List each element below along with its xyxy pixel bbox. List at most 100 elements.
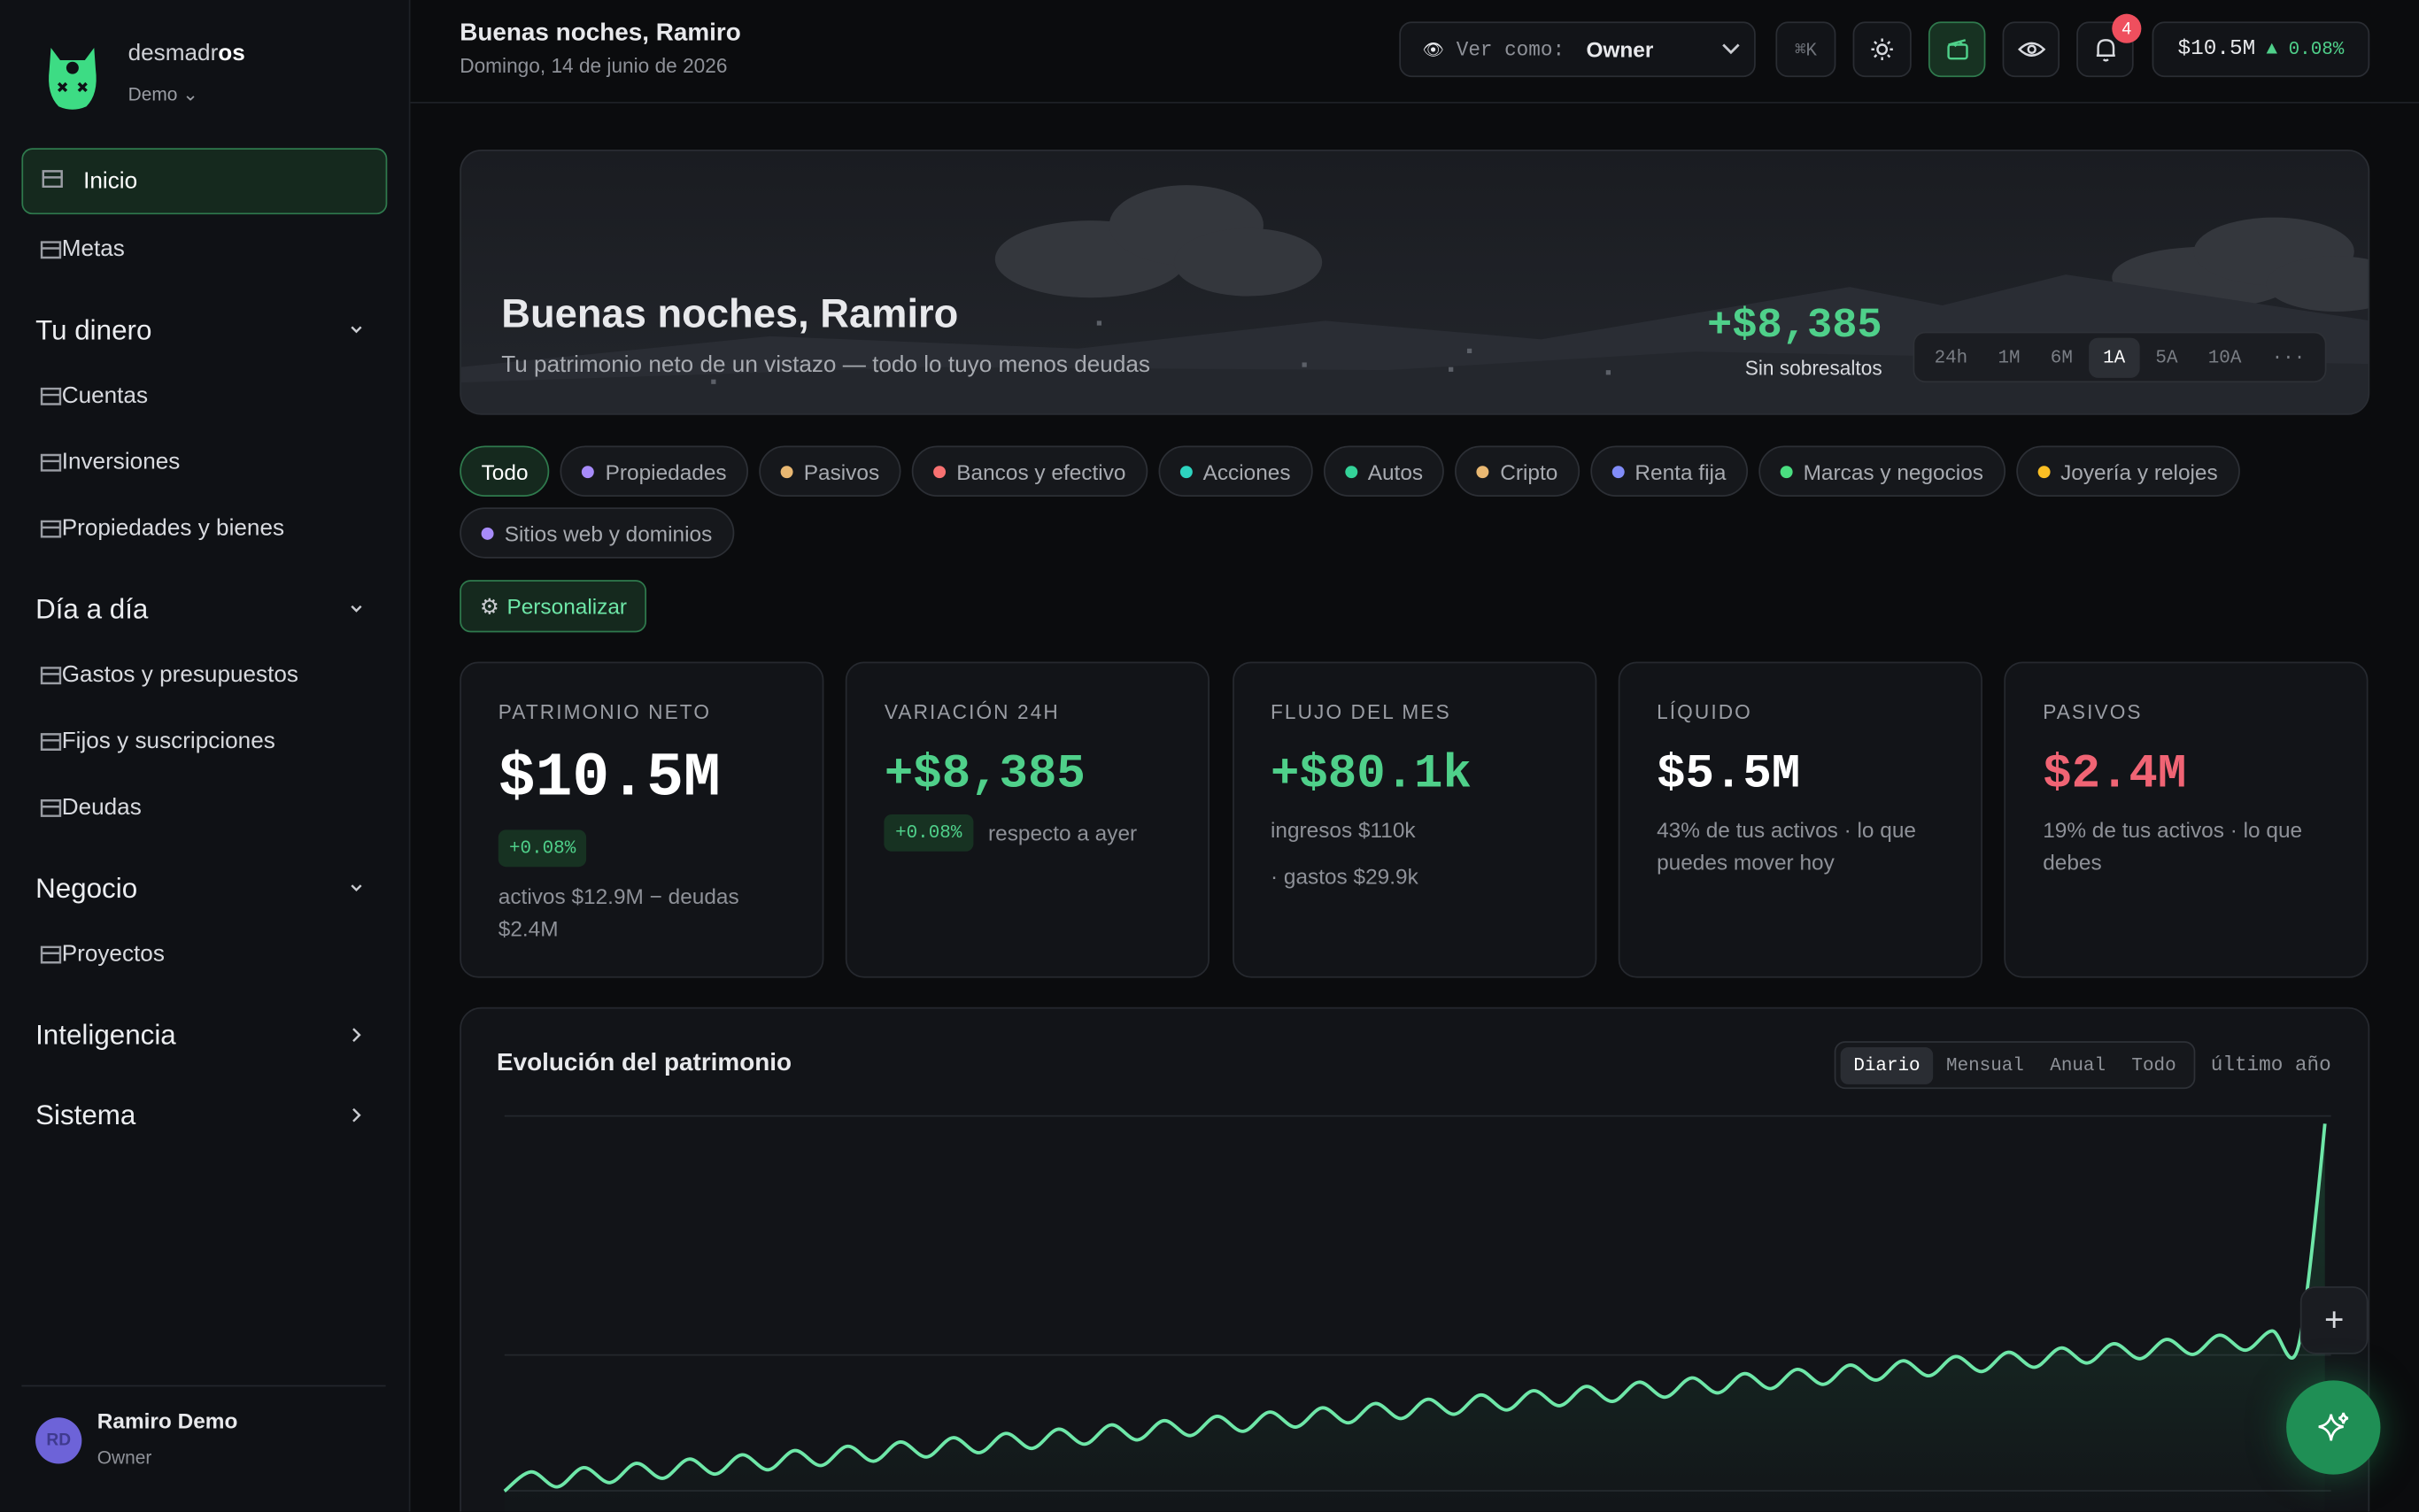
nav-icon (40, 453, 62, 472)
nav-label: Fijos y suscripciones (61, 728, 275, 755)
icon-path (40, 945, 62, 964)
stat-value: $5.5M (1657, 748, 1801, 803)
icon-path (351, 326, 362, 334)
balance-chip[interactable]: $10.5M ▲ 0.08% (2152, 21, 2370, 78)
nav-label: Metas (61, 235, 125, 263)
interval-tab[interactable]: Diario (1841, 1046, 1933, 1084)
stat-line: · gastos $29.9k (1270, 863, 1418, 889)
chart-period: último año (2210, 1053, 2331, 1077)
filter-dot (582, 465, 595, 478)
hero-status: Sin sobresaltos (1744, 356, 1882, 380)
nav-icon (40, 799, 62, 817)
icon-path (40, 799, 62, 817)
add-button[interactable]: + (2299, 1286, 2369, 1354)
range-option[interactable]: ··· (2271, 346, 2306, 368)
nav-item[interactable]: Fijos y suscripciones (0, 708, 409, 775)
range-option[interactable]: 1A (2089, 336, 2139, 378)
command-button[interactable]: ⌘K (1775, 21, 1836, 78)
filter-pill[interactable]: Renta fija (1589, 445, 1748, 498)
brand-suffix: os (218, 40, 245, 66)
nav-section[interactable]: Día a día (0, 561, 409, 642)
interval-tab[interactable]: Mensual (1946, 1053, 2024, 1076)
icon-path (40, 387, 62, 405)
chevron (352, 1107, 361, 1122)
range-option[interactable]: 5A (2155, 346, 2178, 368)
nav-section[interactable]: Sistema (0, 1068, 409, 1148)
stat-card: PATRIMONIO NETO $10.5M +0.08% activos $12.9… (460, 661, 824, 978)
filter-pill[interactable]: Joyería y relojes (2015, 445, 2240, 498)
view-value: Owner (1586, 36, 1654, 62)
sidebar: desmadros Demo ⌄ Inicio Metas Tu dinero Cue… (0, 0, 411, 1512)
stat-note: activos $12.9M − deudas $2.4M (498, 883, 739, 941)
icon-path (351, 605, 362, 613)
nav-label: Cuentas (61, 382, 149, 409)
filter-pill[interactable]: Bancos y efectivo (911, 445, 1148, 498)
nav-item[interactable]: Cuentas (0, 362, 409, 428)
nav-item[interactable]: Inicio (21, 148, 388, 215)
interval-tab[interactable]: Todo (2131, 1053, 2176, 1076)
nav-item[interactable]: Metas (0, 216, 409, 282)
page-date: Domingo, 14 de junio de 2026 (460, 53, 728, 78)
filter-dot (1344, 465, 1357, 478)
filter-pill[interactable]: Sitios web y dominios (460, 507, 734, 559)
stat-label: LÍQUIDO (1657, 700, 1752, 724)
privacy-button[interactable] (2002, 21, 2060, 78)
notification-count: 4 (2112, 13, 2142, 43)
theme-button[interactable] (1852, 21, 1912, 78)
eye-icon (2017, 42, 2045, 57)
filter-pill[interactable]: Autos (1323, 445, 1445, 498)
nav-item[interactable]: Propiedades y bienes (0, 495, 409, 561)
nav-section[interactable]: Negocio (0, 841, 409, 922)
sun-icon (1871, 38, 1893, 60)
nav-label: Gastos y presupuestos (61, 661, 299, 689)
stat-label: PATRIMONIO NETO (498, 700, 712, 724)
range-option[interactable]: 24h (1934, 346, 1968, 368)
nav-section[interactable]: Inteligencia (0, 987, 409, 1068)
logo (49, 48, 97, 110)
filter-pill[interactable]: Cripto (1455, 445, 1580, 498)
brand: desmadros (128, 40, 245, 66)
filter-pill[interactable]: Todo (460, 445, 550, 498)
presentation-button[interactable] (1928, 21, 1986, 78)
filter-label: Todo (481, 459, 529, 484)
filter-label: Pasivos (803, 459, 880, 484)
filter-pill[interactable]: Marcas y negocios (1758, 445, 2006, 498)
range-option[interactable]: 6M (2050, 346, 2073, 368)
line (503, 1123, 2327, 1493)
nav-section[interactable]: Tu dinero (0, 282, 409, 363)
interval-tab[interactable]: Anual (2050, 1053, 2106, 1076)
icon-path (40, 453, 62, 472)
assistant-button[interactable] (2286, 1380, 2381, 1475)
filter-label: Sitios web y dominios (504, 521, 713, 545)
view-select[interactable]: 👁 Ver como: Owner (1399, 21, 1756, 78)
stat-card: LÍQUIDO $5.5M 43% de tus activos · lo que … (1618, 661, 1982, 978)
nav-item[interactable]: Proyectos (0, 921, 409, 987)
nav-item[interactable]: Gastos y presupuestos (0, 642, 409, 708)
filter-dot (933, 465, 947, 478)
customize-label: Personalizar (506, 593, 628, 619)
page-title: Buenas noches, Ramiro (460, 19, 741, 47)
icon-path (40, 733, 62, 752)
filter-pill[interactable]: Acciones (1158, 445, 1312, 498)
workspace[interactable]: Demo ⌄ (128, 83, 198, 105)
hero-subtitle: Tu patrimonio neto de un vistazo — todo … (501, 351, 1150, 378)
icon-path (352, 1028, 361, 1042)
range-option[interactable]: 1M (1998, 346, 2021, 368)
chevron (351, 326, 362, 334)
nav-label: Proyectos (61, 940, 165, 968)
filter-label: Acciones (1202, 459, 1291, 484)
filter-pill[interactable]: Propiedades (560, 445, 749, 498)
range-option[interactable]: 10A (2207, 346, 2242, 368)
filter-label: Marcas y negocios (1803, 459, 1983, 484)
nav-item[interactable]: Inversiones (0, 428, 409, 495)
nav-item[interactable]: Deudas (0, 775, 409, 841)
filter-dot (481, 527, 494, 539)
filter-pill[interactable]: Pasivos (759, 445, 901, 498)
interval-tabs: Diario Mensual Anual Todo (1834, 1041, 2196, 1090)
badge-row: +0.08% (498, 829, 785, 868)
balance-change: ▲ 0.08% (2266, 38, 2345, 60)
customize-button[interactable]: ⚙ Personalizar (460, 580, 647, 633)
icon-path (352, 1107, 361, 1122)
stat-badge: +0.08% (884, 814, 973, 852)
